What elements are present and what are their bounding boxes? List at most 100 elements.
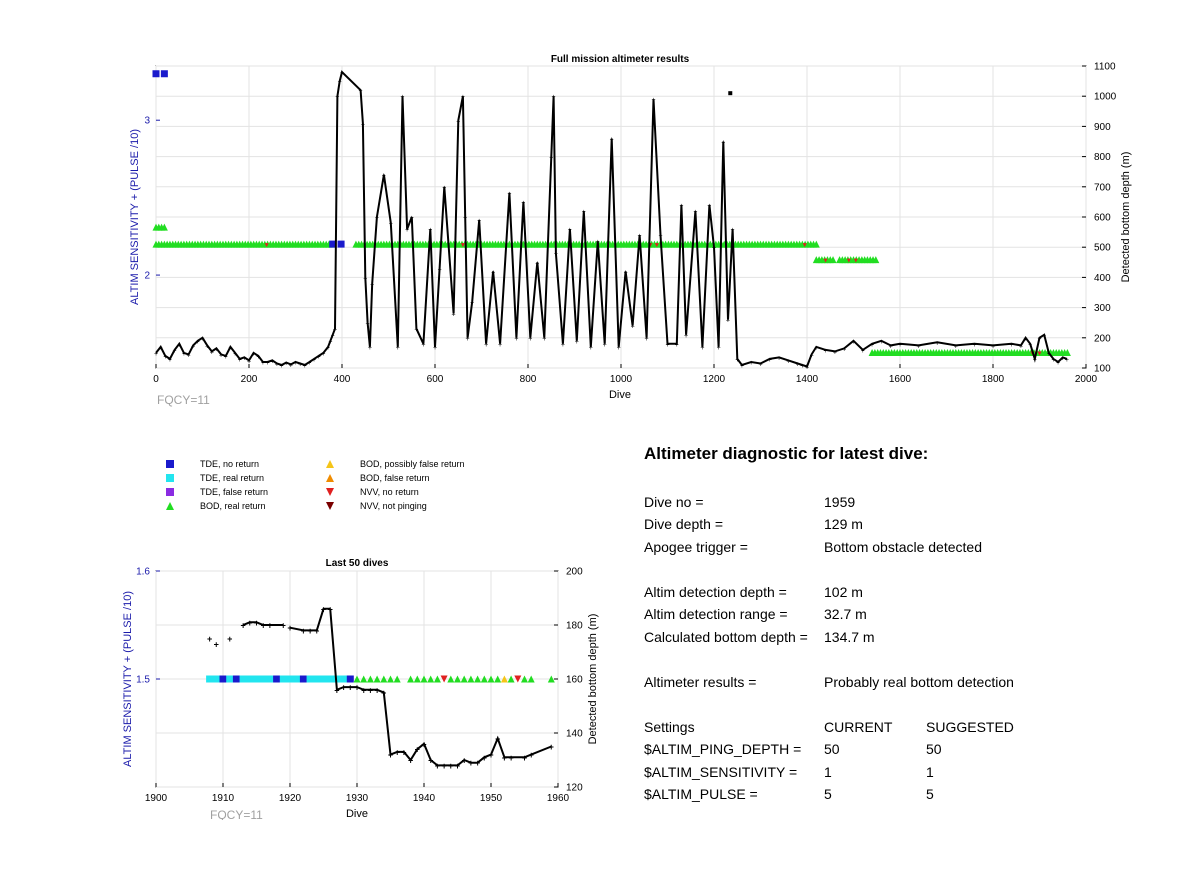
dive-no-label: Dive no = bbox=[644, 494, 704, 510]
legend-marker-shape bbox=[326, 488, 334, 496]
depth-point: + bbox=[289, 362, 293, 369]
depth-point: + bbox=[163, 354, 167, 361]
depth-point: + bbox=[712, 245, 716, 252]
top-chart-title: Full mission altimeter results bbox=[551, 54, 690, 65]
x-tick-label: 1930 bbox=[346, 793, 369, 804]
top-right-axis: 100 200 300 400 500 600 700 800 900 1000 1100 bbox=[1082, 62, 1117, 375]
results-label: Altimeter results = bbox=[644, 674, 757, 690]
x-tick-label: 200 bbox=[241, 374, 258, 385]
depth-point: + bbox=[173, 348, 177, 355]
status-marker bbox=[360, 675, 368, 683]
status-marker bbox=[514, 675, 522, 683]
depth-point: + bbox=[502, 753, 507, 763]
status-marker bbox=[393, 675, 401, 683]
depth-point: + bbox=[568, 227, 572, 234]
depth-point: + bbox=[665, 342, 669, 349]
status-marker bbox=[846, 258, 851, 263]
depth-point: + bbox=[726, 318, 730, 325]
status-marker bbox=[460, 243, 465, 248]
depth-point: + bbox=[514, 336, 518, 343]
depth-point: + bbox=[658, 233, 662, 240]
depth-point: + bbox=[749, 360, 753, 367]
right-tick-label: 500 bbox=[1094, 243, 1111, 254]
legend-label: TDE, false return bbox=[200, 487, 269, 497]
depth-point: + bbox=[879, 339, 883, 346]
depth-point: + bbox=[354, 683, 359, 693]
depth-point: + bbox=[168, 357, 172, 364]
depth-point: + bbox=[463, 215, 467, 222]
left-tick-label: 2 bbox=[144, 271, 150, 282]
depth-point: + bbox=[159, 345, 163, 352]
status-marker bbox=[380, 675, 388, 683]
depth-point: + bbox=[280, 363, 284, 370]
depth-point: + bbox=[652, 97, 656, 104]
bottom-status-markers bbox=[206, 675, 555, 683]
depth-point: + bbox=[624, 269, 628, 276]
depth-point: + bbox=[1051, 357, 1055, 364]
depth-point: + bbox=[154, 351, 158, 358]
right-tick-label: 1000 bbox=[1094, 92, 1117, 103]
setting-current: 50 bbox=[824, 741, 840, 757]
depth-point: + bbox=[796, 361, 800, 368]
depth-point: + bbox=[482, 753, 487, 763]
depth-point: + bbox=[554, 251, 558, 258]
status-marker bbox=[226, 675, 234, 683]
status-marker bbox=[246, 675, 254, 683]
depth-point: + bbox=[401, 747, 406, 757]
depth-point: + bbox=[421, 739, 426, 749]
depth-point: + bbox=[549, 155, 553, 162]
status-marker bbox=[219, 675, 227, 683]
depth-point: + bbox=[1037, 336, 1041, 343]
right-tick-label: 600 bbox=[1094, 213, 1111, 224]
depth-point: + bbox=[529, 750, 534, 760]
legend-marker bbox=[166, 460, 174, 468]
x-tick-label: 1920 bbox=[279, 793, 302, 804]
depth-point: + bbox=[256, 354, 260, 361]
status-marker bbox=[829, 256, 837, 264]
depth-point: + bbox=[303, 363, 307, 370]
depth-point: + bbox=[214, 346, 218, 353]
top-right-y-label: Detected bottom depth (m) bbox=[1120, 152, 1132, 283]
depth-point: + bbox=[438, 266, 442, 273]
depth-point: + bbox=[645, 336, 649, 343]
depth-point: + bbox=[433, 345, 437, 352]
left-tick-label: 1.6 bbox=[136, 567, 150, 578]
status-marker bbox=[427, 675, 435, 683]
status-marker bbox=[239, 675, 247, 683]
status-marker bbox=[299, 675, 307, 683]
depth-point: + bbox=[405, 227, 409, 234]
depth-point: + bbox=[631, 324, 635, 331]
depth-point: + bbox=[247, 618, 252, 628]
depth-point: + bbox=[561, 342, 565, 349]
depth-point: + bbox=[452, 312, 456, 319]
right-tick-label: 300 bbox=[1094, 303, 1111, 314]
legend-marker-shape bbox=[166, 460, 174, 468]
depth-point: + bbox=[270, 358, 274, 365]
status-marker bbox=[340, 675, 348, 683]
legend-marker bbox=[326, 474, 334, 482]
depth-point: + bbox=[842, 346, 846, 353]
settings-header: Settings bbox=[644, 719, 695, 735]
depth-point: + bbox=[415, 745, 420, 755]
status-marker bbox=[373, 675, 381, 683]
depth-point: + bbox=[758, 361, 762, 368]
legend-marker bbox=[166, 474, 174, 482]
left-tick-label: 3 bbox=[144, 116, 150, 127]
depth-point: + bbox=[522, 753, 527, 763]
legend-label: BOD, false return bbox=[360, 473, 430, 483]
status-marker bbox=[329, 240, 337, 248]
depth-point: + bbox=[679, 203, 683, 210]
bottom-depth-series: ++++ + + + + + + + + ++ ++ + + + + + + ++ + ++++++ + + ++ + ++ ++… bbox=[207, 604, 554, 771]
status-marker bbox=[454, 675, 461, 683]
status-marker bbox=[366, 675, 374, 683]
legend-label: NVV, no return bbox=[360, 487, 419, 497]
depth-point: + bbox=[254, 618, 259, 628]
depth-point: + bbox=[707, 203, 711, 210]
depth-point: + bbox=[214, 639, 219, 649]
top-grid bbox=[155, 65, 1087, 369]
depth-point: + bbox=[333, 327, 337, 334]
depth-point: + bbox=[1061, 355, 1065, 362]
depth-point: + bbox=[267, 621, 272, 631]
depth-point: + bbox=[410, 215, 414, 222]
status-marker bbox=[353, 675, 361, 683]
